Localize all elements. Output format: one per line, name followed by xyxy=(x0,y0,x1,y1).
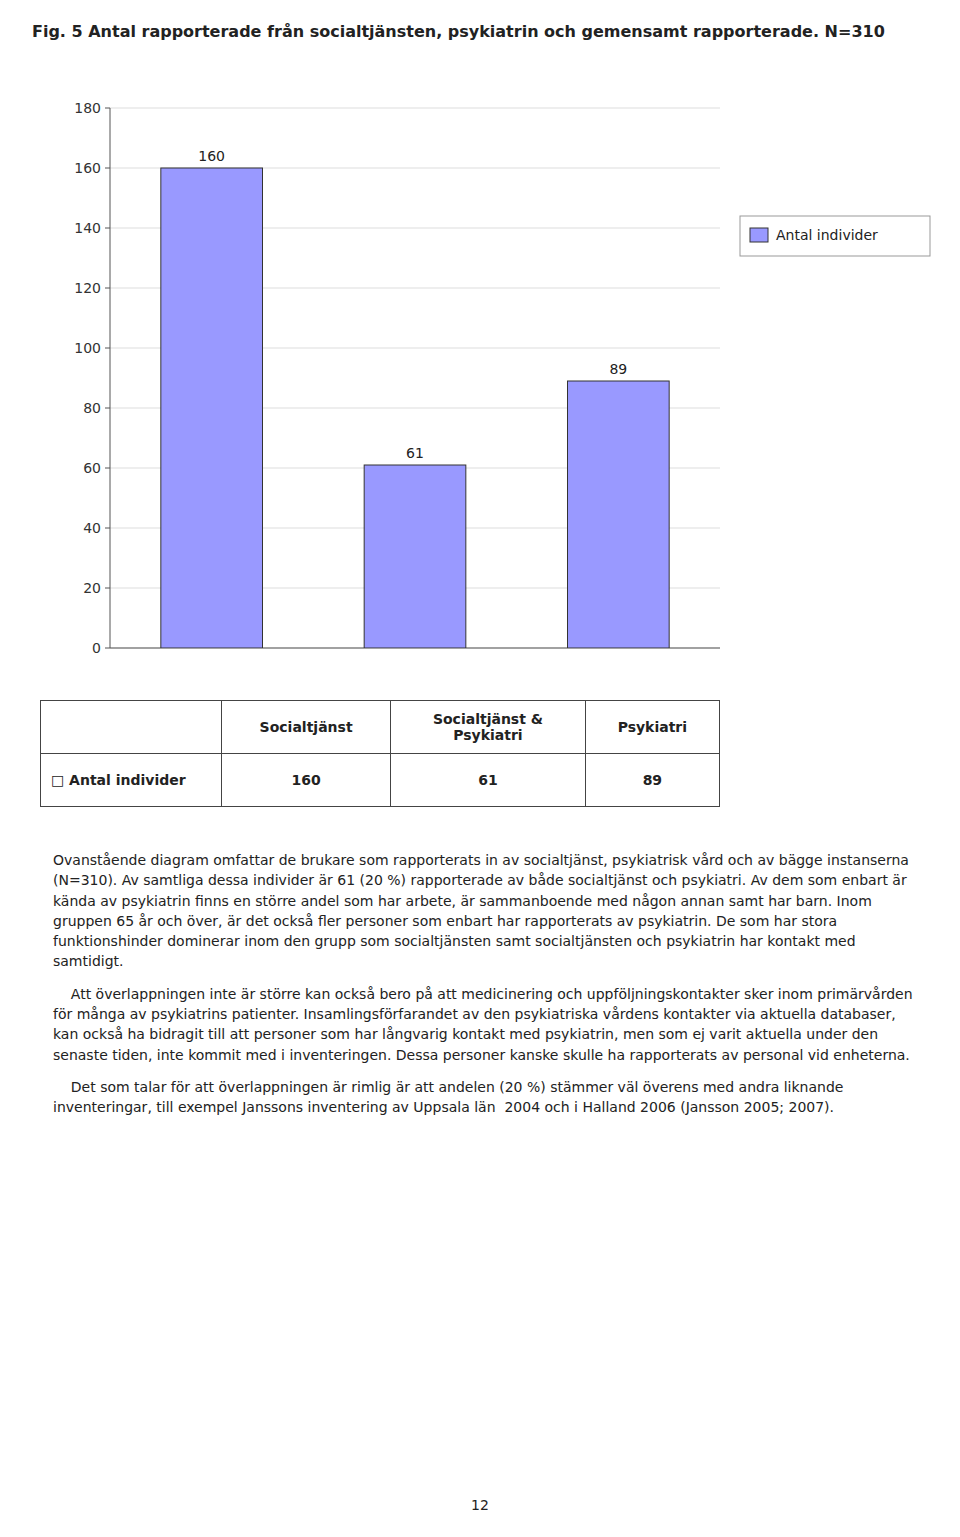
paragraph: Att överlappningen inte är större kan oc… xyxy=(53,984,917,1065)
y-tick xyxy=(105,528,110,529)
y-tick-label: 120 xyxy=(74,280,101,296)
y-tick xyxy=(105,168,110,169)
bar xyxy=(161,168,263,648)
legend-label: Antal individer xyxy=(776,227,878,243)
y-tick-label: 160 xyxy=(74,160,101,176)
y-tick-label: 180 xyxy=(74,100,101,116)
y-tick xyxy=(105,468,110,469)
plot-area xyxy=(110,108,720,648)
y-tick-label: 20 xyxy=(83,580,101,596)
y-tick-label: 40 xyxy=(83,520,101,536)
y-tick xyxy=(105,228,110,229)
data-label: 61 xyxy=(406,445,424,461)
page-number: 12 xyxy=(0,1497,960,1513)
y-tick xyxy=(105,288,110,289)
title: Fig. 5 Antal rapporterade från socialtjä… xyxy=(32,22,932,43)
y-tick-label: 140 xyxy=(74,220,101,236)
bar xyxy=(568,381,670,648)
table-cell xyxy=(41,701,222,754)
bar xyxy=(364,465,466,648)
data-label: 160 xyxy=(198,148,225,164)
chart: 0 20 40 60 80 100 120 140 160 180 160 61 89 Antal ind… xyxy=(0,78,960,678)
y-tick xyxy=(105,408,110,409)
legend-box xyxy=(740,216,930,256)
grid xyxy=(110,108,720,648)
y-tick-label: 100 xyxy=(74,340,101,356)
body-text: Ovanstående diagram omfattar de brukare … xyxy=(53,850,917,1130)
y-tick xyxy=(105,348,110,349)
paragraph: Ovanstående diagram omfattar de brukare … xyxy=(53,850,917,972)
legend: Antal individer xyxy=(740,216,930,256)
y-tick-label: 60 xyxy=(83,460,101,476)
paragraph: Det som talar för att överlappningen är … xyxy=(53,1077,917,1118)
y-axis: 0 20 40 60 80 100 120 140 160 180 xyxy=(74,100,110,656)
y-tick xyxy=(105,588,110,589)
y-tick xyxy=(105,108,110,109)
legend-swatch xyxy=(750,228,768,242)
data-table: SocialtjänstSocialtjänst & PsykiatriPsyk… xyxy=(40,700,720,807)
y-tick-label: 0 xyxy=(92,640,101,656)
table-row: □ Antal individer1606189 xyxy=(41,754,720,807)
grid-line xyxy=(110,108,720,109)
y-tick xyxy=(105,648,110,649)
table-cell: 61 xyxy=(391,754,586,807)
table-cell: 160 xyxy=(222,754,391,807)
table-cell: 89 xyxy=(585,754,719,807)
data-label: 89 xyxy=(609,361,627,377)
table-row: SocialtjänstSocialtjänst & PsykiatriPsyk… xyxy=(41,701,720,754)
y-tick-label: 80 xyxy=(83,400,101,416)
y-axis-line xyxy=(110,108,111,648)
table-cell: Socialtjänst & Psykiatri xyxy=(391,701,586,754)
table-row-label: □ Antal individer xyxy=(41,754,222,807)
table-cell: Socialtjänst xyxy=(222,701,391,754)
data-labels: 160 61 89 xyxy=(198,148,627,461)
table-cell: Psykiatri xyxy=(585,701,719,754)
bars xyxy=(161,168,669,648)
